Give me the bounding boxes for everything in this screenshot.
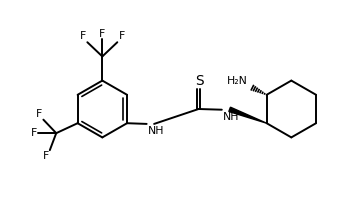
Text: F: F [118, 31, 125, 41]
Text: F: F [80, 31, 86, 41]
Text: F: F [31, 128, 37, 138]
Text: S: S [195, 74, 203, 88]
Text: NH: NH [148, 126, 164, 136]
Text: NH: NH [223, 112, 240, 122]
Text: F: F [99, 29, 106, 39]
Text: F: F [43, 151, 49, 161]
Text: H₂N: H₂N [227, 76, 248, 85]
Text: F: F [36, 109, 42, 119]
Polygon shape [229, 107, 267, 123]
